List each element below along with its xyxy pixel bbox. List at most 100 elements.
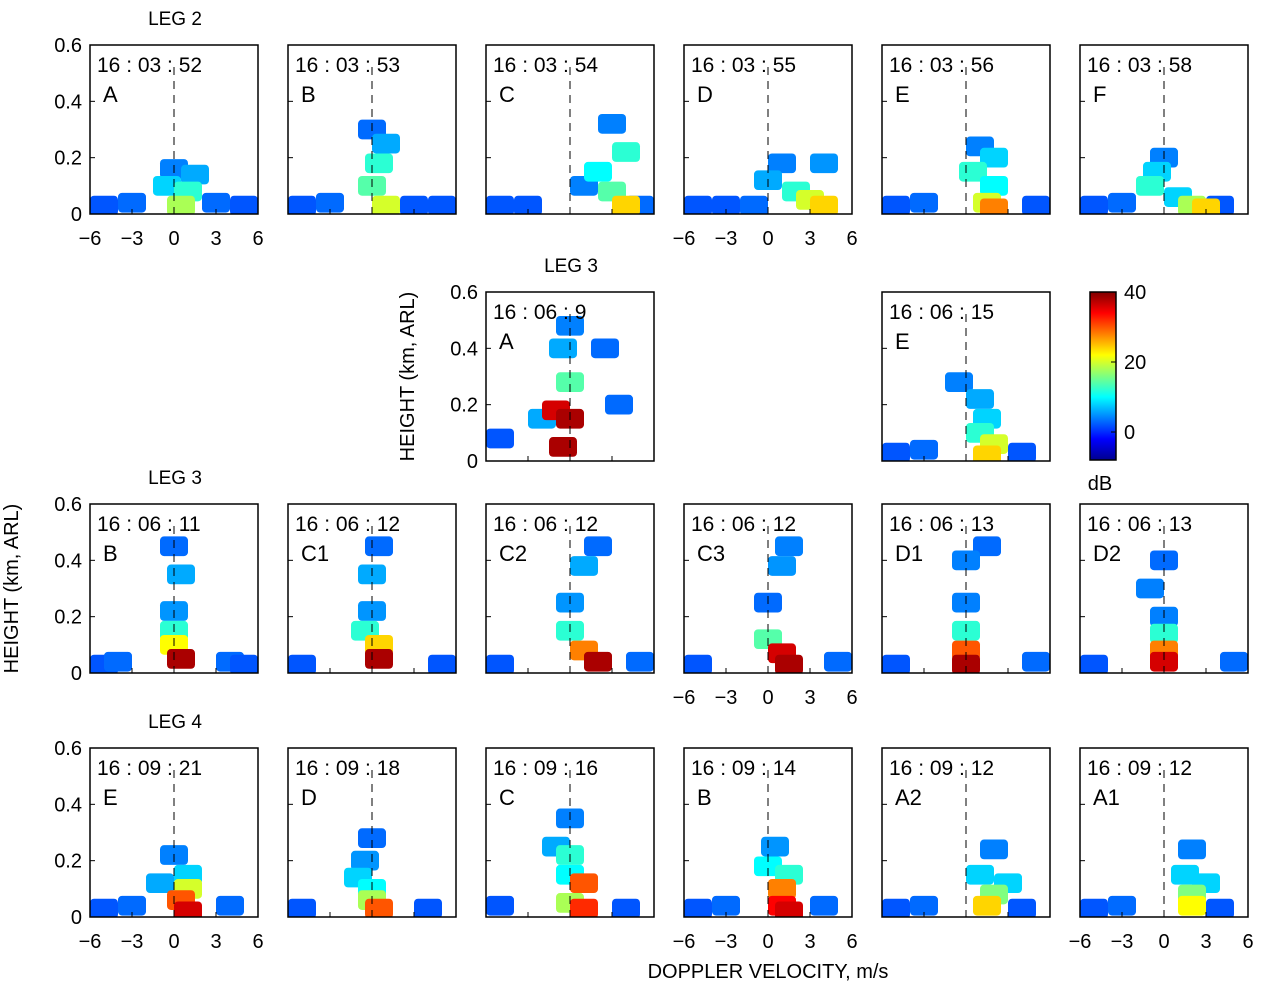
panel	[882, 839, 1036, 917]
y-tick-label: 0.2	[450, 395, 478, 417]
echo-cell	[824, 651, 852, 672]
echo-cell	[740, 195, 768, 214]
echo-cell	[605, 394, 633, 415]
time-label: 16 : 06 : 13	[1087, 513, 1192, 536]
echo-cell	[591, 338, 619, 359]
echo-cell	[549, 437, 577, 457]
panel	[684, 153, 838, 214]
echo-cell	[146, 873, 174, 894]
panel	[288, 119, 456, 214]
time-label: 16 : 06 : 9	[493, 301, 586, 324]
panel	[1080, 147, 1234, 214]
x-tick-label: −6	[1069, 931, 1092, 953]
echo-cell	[882, 898, 910, 917]
echo-cell	[684, 898, 712, 917]
echo-cell	[118, 895, 146, 916]
time-label: 16 : 03 : 58	[1087, 54, 1192, 77]
echo-cell	[90, 195, 118, 214]
x-tick-label: 3	[804, 228, 815, 250]
panel-letter: E	[895, 329, 910, 354]
echo-cell	[584, 536, 612, 557]
echo-cell	[612, 898, 640, 917]
echo-cell	[980, 839, 1008, 860]
panel-letter: E	[895, 82, 910, 107]
time-label: 16 : 03 : 52	[97, 54, 202, 77]
echo-cell	[167, 564, 195, 585]
panel-letter: D	[697, 82, 713, 107]
x-tick-label: 6	[1242, 931, 1253, 953]
panel	[90, 845, 244, 917]
x-tick-label: −3	[715, 687, 738, 709]
echo-cell	[612, 142, 640, 162]
echo-cell	[598, 114, 626, 134]
echo-cell	[372, 195, 400, 214]
echo-cell	[1080, 654, 1108, 673]
y-tick-label: 0.6	[54, 494, 82, 516]
echo-cell	[712, 895, 740, 916]
y-tick-label: 0	[71, 907, 82, 929]
x-tick-label: 0	[168, 228, 179, 250]
echo-cell	[1192, 198, 1220, 214]
panel-letter: D	[301, 785, 317, 810]
x-axis-label: DOPPLER VELOCITY, m/s	[648, 961, 889, 982]
time-label: 16 : 06 : 12	[691, 513, 796, 536]
echo-cell	[1080, 195, 1108, 214]
echo-cell	[167, 195, 195, 214]
y-tick-label: 0.4	[54, 550, 82, 572]
y-axis-label: HEIGHT (km, ARL)	[397, 292, 419, 462]
x-tick-label: −3	[121, 931, 144, 953]
time-label: 16 : 09 : 18	[295, 757, 400, 780]
x-tick-label: 0	[168, 931, 179, 953]
echo-cell	[230, 654, 258, 673]
echo-cell	[174, 901, 202, 917]
panel-letter: B	[103, 541, 118, 566]
echo-cell	[810, 895, 838, 916]
panel	[1080, 839, 1234, 917]
echo-cell	[1022, 651, 1050, 672]
y-tick-label: 0.4	[54, 91, 82, 113]
x-tick-label: 6	[846, 687, 857, 709]
echo-cell	[761, 836, 789, 857]
panel	[882, 136, 1050, 214]
x-tick-label: −3	[715, 228, 738, 250]
echo-cell	[684, 654, 712, 673]
echo-cell	[1178, 839, 1206, 860]
panel	[288, 828, 442, 917]
panel-letter: D1	[895, 541, 923, 566]
echo-cell	[1022, 195, 1050, 214]
time-label: 16 : 06 : 11	[97, 513, 201, 536]
echo-cell	[570, 873, 598, 894]
time-label: 16 : 09 : 16	[493, 757, 598, 780]
echo-cell	[428, 654, 456, 673]
x-tick-label: −6	[79, 228, 102, 250]
echo-cell	[365, 536, 393, 557]
colorbar	[1089, 291, 1117, 461]
echo-cell	[684, 195, 712, 214]
x-tick-label: 3	[804, 931, 815, 953]
echo-cell	[216, 895, 244, 916]
x-tick-label: 6	[846, 228, 857, 250]
x-tick-label: 3	[210, 931, 221, 953]
echo-cell	[351, 850, 379, 871]
echo-cell	[768, 153, 796, 174]
echo-cell	[104, 651, 132, 672]
echo-cell	[612, 195, 640, 214]
echo-cell	[316, 192, 344, 213]
colorbar-tick-label: 40	[1124, 282, 1146, 304]
echo-cell	[486, 428, 514, 449]
echo-cell	[584, 161, 612, 182]
x-tick-label: −3	[715, 931, 738, 953]
echo-cell	[910, 192, 938, 213]
y-tick-label: 0.4	[450, 338, 478, 360]
y-tick-label: 0.6	[54, 35, 82, 57]
echo-cell	[1150, 623, 1178, 644]
echo-cell	[549, 338, 577, 359]
echo-cell	[1080, 898, 1108, 917]
y-axis-label: HEIGHT (km, ARL)	[1, 504, 23, 674]
echo-cell	[372, 133, 400, 154]
panel-letter: F	[1093, 82, 1106, 107]
x-tick-label: 6	[846, 931, 857, 953]
echo-cell	[882, 195, 910, 214]
echo-cell	[365, 898, 393, 917]
panel	[486, 808, 640, 917]
